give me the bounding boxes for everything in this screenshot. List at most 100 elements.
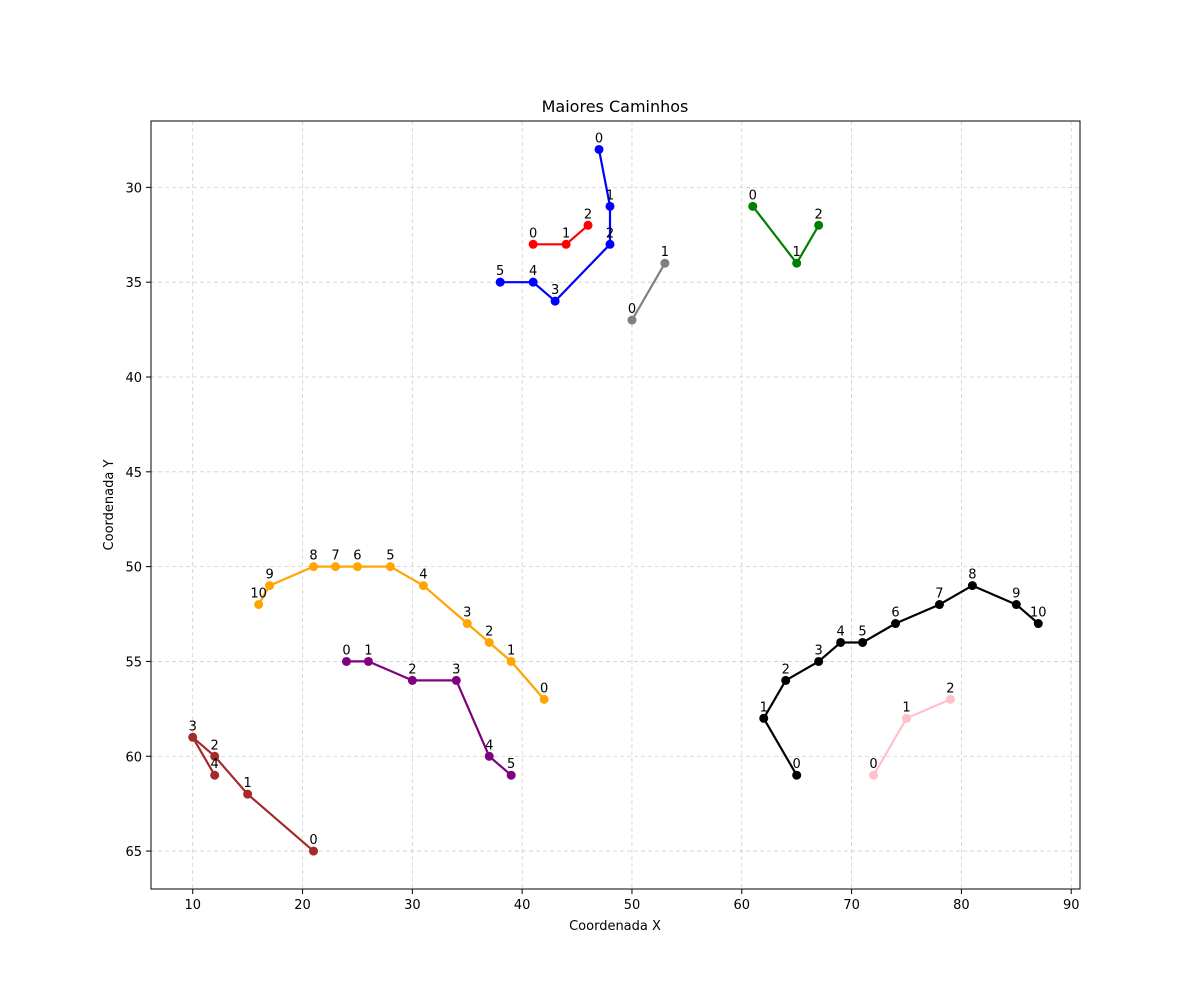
y-tick-label: 60 bbox=[125, 750, 142, 765]
y-axis-label: Coordenada Y bbox=[102, 460, 117, 551]
data-point bbox=[210, 751, 220, 761]
chart-title: Maiores Caminhos bbox=[542, 97, 689, 116]
data-point bbox=[243, 789, 253, 799]
x-axis-label: Coordenada X bbox=[569, 919, 661, 934]
point-label: 8 bbox=[968, 568, 976, 583]
point-label: 5 bbox=[496, 264, 504, 279]
x-tick-label: 40 bbox=[514, 898, 531, 913]
data-point bbox=[945, 694, 955, 704]
point-label: 1 bbox=[760, 700, 768, 715]
data-point bbox=[792, 258, 802, 268]
data-point bbox=[836, 637, 846, 647]
data-point bbox=[858, 637, 868, 647]
point-label: 0 bbox=[793, 757, 801, 772]
data-point bbox=[363, 656, 373, 666]
data-point bbox=[451, 675, 461, 685]
point-label: 2 bbox=[584, 207, 592, 222]
point-label: 1 bbox=[507, 643, 515, 658]
y-axis-ticks: 30 35 40 45 50 55 60 65 bbox=[125, 181, 151, 860]
x-tick-label: 30 bbox=[404, 898, 421, 913]
data-point bbox=[462, 619, 472, 629]
point-label: 2 bbox=[815, 207, 823, 222]
data-point bbox=[352, 562, 362, 572]
data-point bbox=[781, 675, 791, 685]
data-point bbox=[605, 239, 615, 249]
point-label: 0 bbox=[869, 757, 877, 772]
point-label: 4 bbox=[485, 738, 493, 753]
x-tick-label: 60 bbox=[734, 898, 751, 913]
x-tick-label: 80 bbox=[953, 898, 970, 913]
point-label: 6 bbox=[891, 606, 899, 621]
data-point bbox=[759, 713, 769, 723]
data-point bbox=[484, 637, 494, 647]
point-label: 10 bbox=[1030, 606, 1047, 621]
data-point bbox=[594, 144, 604, 154]
point-label: 5 bbox=[386, 549, 394, 564]
series-line bbox=[631, 262, 666, 321]
data-point bbox=[506, 770, 516, 780]
data-point bbox=[309, 562, 319, 572]
point-label: 0 bbox=[309, 833, 317, 848]
data-point bbox=[495, 277, 505, 287]
point-label: 2 bbox=[211, 738, 219, 753]
data-point bbox=[188, 732, 198, 742]
point-label: 3 bbox=[551, 283, 559, 298]
data-point bbox=[407, 675, 417, 685]
point-label: 6 bbox=[353, 549, 361, 564]
point-label: 2 bbox=[946, 681, 954, 696]
point-label: 1 bbox=[364, 643, 372, 658]
point-label: 4 bbox=[419, 568, 427, 583]
data-point bbox=[528, 239, 538, 249]
point-label: 1 bbox=[243, 776, 251, 791]
data-point bbox=[528, 277, 538, 287]
point-label: 9 bbox=[1012, 587, 1020, 602]
point-label: 3 bbox=[189, 719, 197, 734]
point-label: 1 bbox=[606, 188, 614, 203]
data-point bbox=[1011, 600, 1021, 610]
point-label: 0 bbox=[749, 188, 757, 203]
point-label: 0 bbox=[529, 226, 537, 241]
grid-lines bbox=[151, 121, 1080, 889]
data-point bbox=[254, 600, 264, 610]
data-point bbox=[1033, 619, 1043, 629]
point-label: 0 bbox=[342, 643, 350, 658]
point-label: 1 bbox=[661, 245, 669, 260]
data-point bbox=[550, 296, 560, 306]
point-label: 5 bbox=[858, 624, 866, 639]
x-tick-label: 10 bbox=[184, 898, 201, 913]
data-point bbox=[748, 201, 758, 211]
data-point bbox=[539, 694, 549, 704]
y-tick-label: 45 bbox=[125, 466, 142, 481]
point-label: 1 bbox=[562, 226, 570, 241]
y-tick-label: 55 bbox=[125, 655, 142, 670]
x-axis-ticks: 10 20 30 40 50 60 70 80 90 bbox=[184, 889, 1079, 913]
data-point bbox=[561, 239, 571, 249]
series-group bbox=[188, 144, 1043, 856]
point-label: 2 bbox=[408, 662, 416, 677]
point-label: 0 bbox=[628, 302, 636, 317]
point-label: 0 bbox=[595, 131, 603, 146]
data-point bbox=[484, 751, 494, 761]
data-point bbox=[792, 770, 802, 780]
data-point bbox=[583, 220, 593, 230]
data-point bbox=[660, 258, 670, 268]
y-tick-label: 30 bbox=[125, 181, 142, 196]
data-point bbox=[418, 581, 428, 591]
point-label: 3 bbox=[463, 606, 471, 621]
x-tick-label: 90 bbox=[1063, 898, 1080, 913]
point-label: 5 bbox=[507, 757, 515, 772]
data-point bbox=[627, 315, 637, 325]
point-label: 4 bbox=[529, 264, 537, 279]
point-label: 2 bbox=[485, 624, 493, 639]
data-point bbox=[814, 220, 824, 230]
y-tick-label: 65 bbox=[125, 845, 142, 860]
data-point bbox=[934, 600, 944, 610]
data-point bbox=[605, 201, 615, 211]
point-label: 4 bbox=[211, 757, 219, 772]
data-point bbox=[901, 713, 911, 723]
point-label: 8 bbox=[309, 549, 317, 564]
point-label: 1 bbox=[902, 700, 910, 715]
